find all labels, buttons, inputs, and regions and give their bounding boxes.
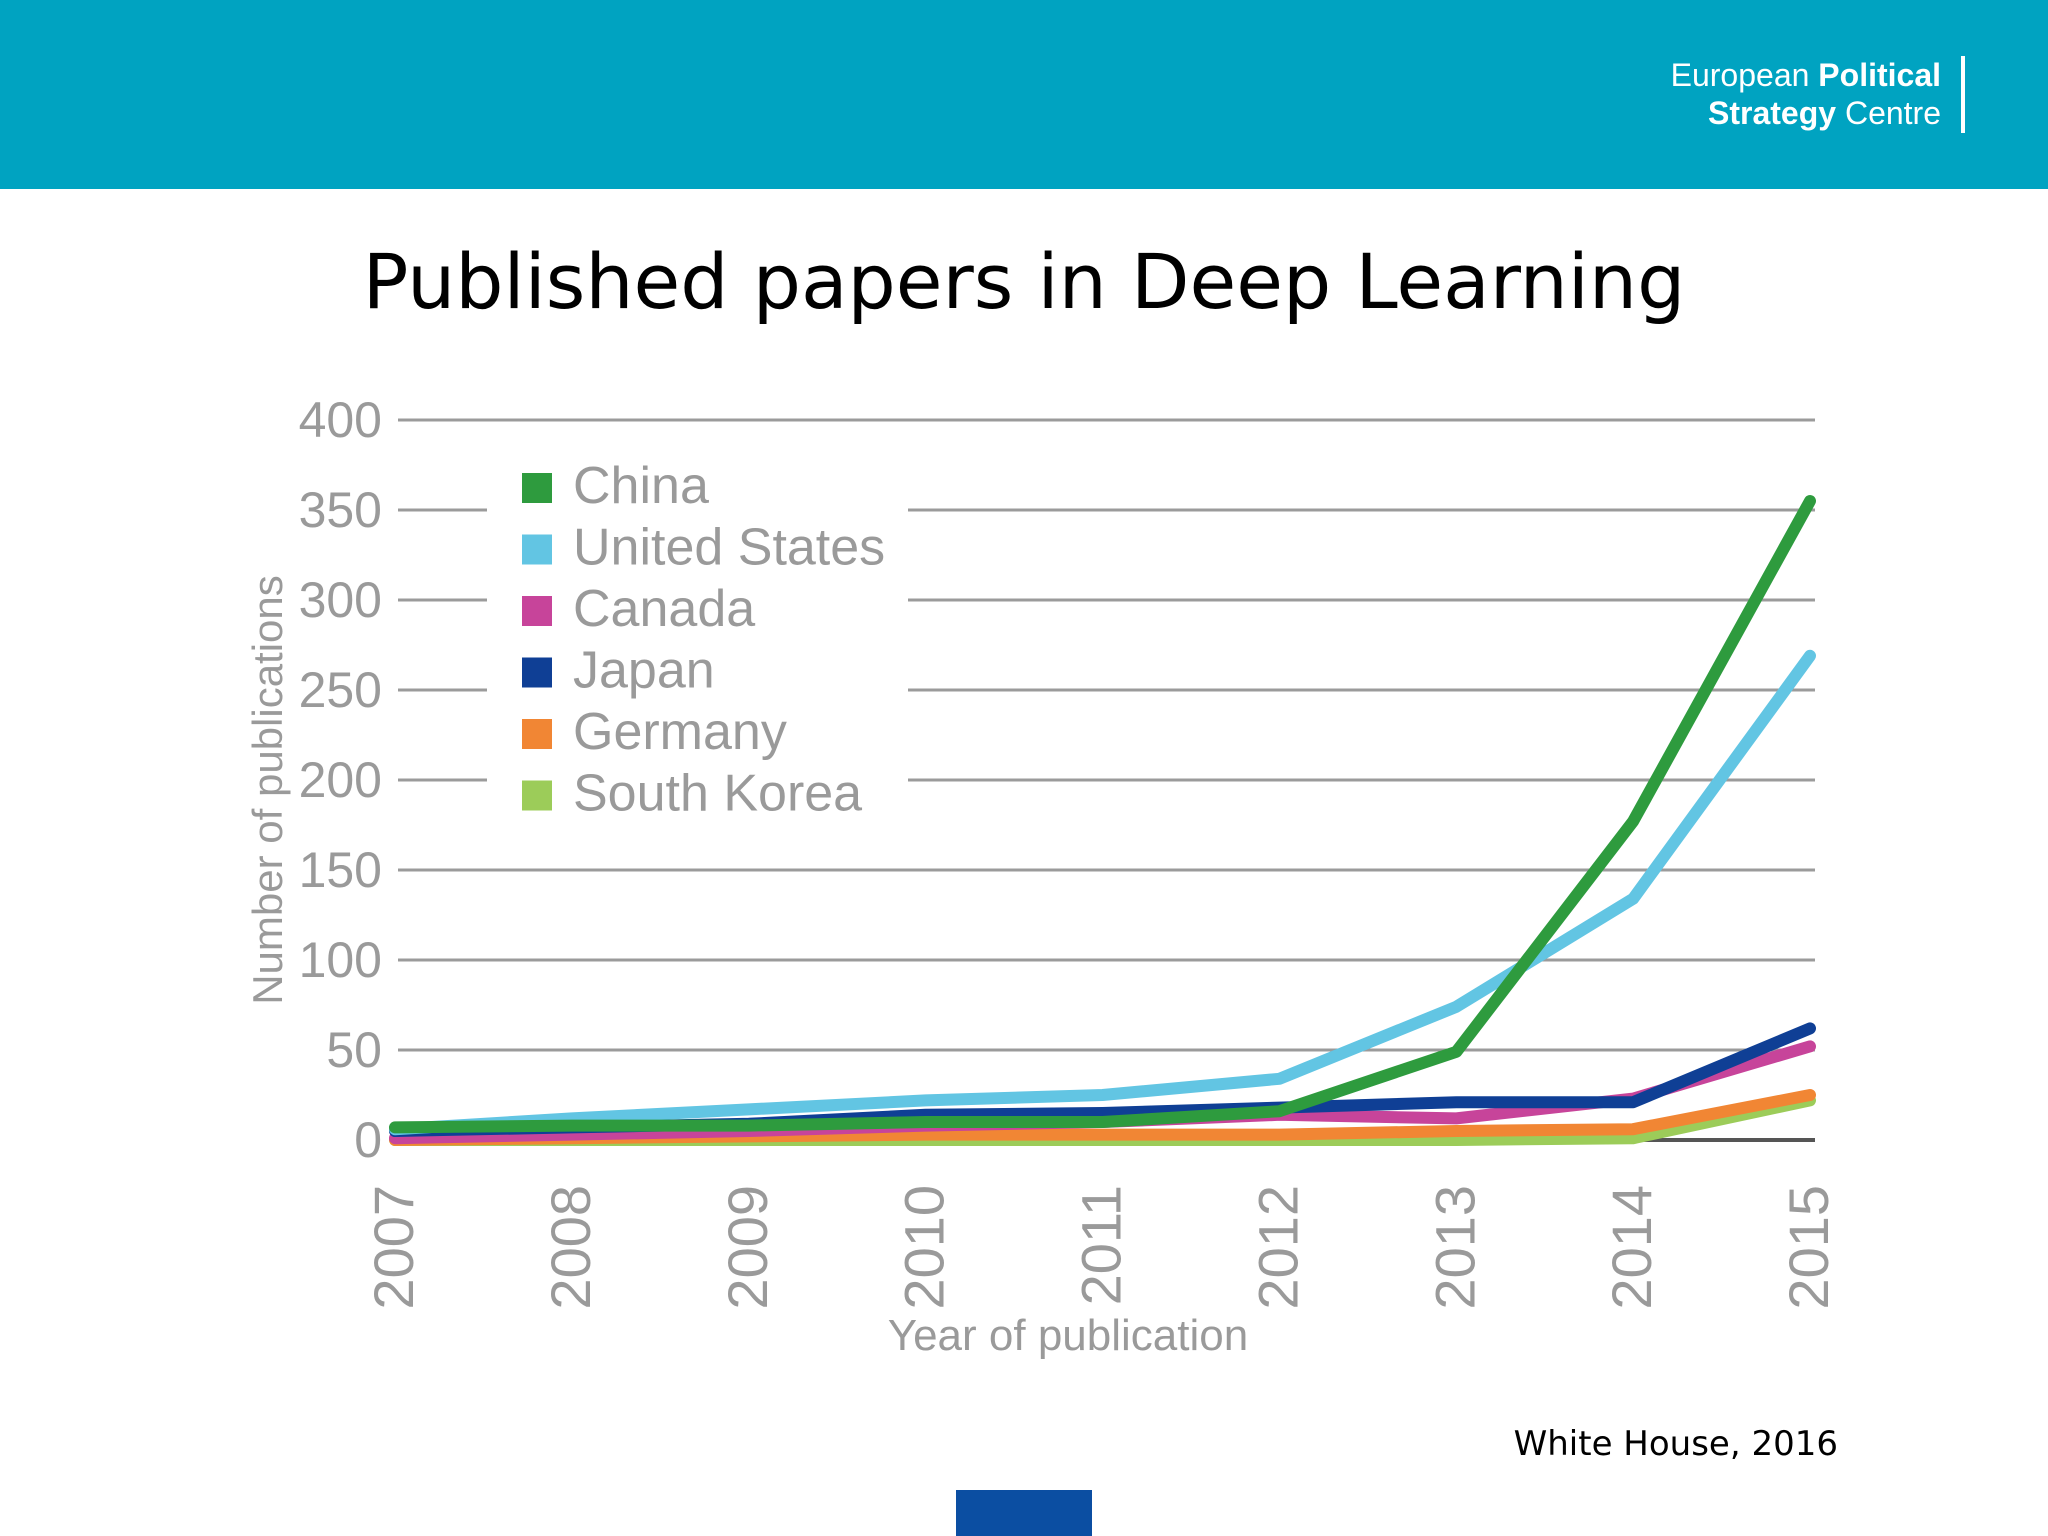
legend-swatch-canada [522,596,552,626]
x-tick-2015: 2015 [1777,1185,1840,1310]
y-tick-350: 350 [299,482,382,538]
legend-label-germany: Germany [573,703,787,761]
legend-label-china: China [573,457,709,515]
y-tick-100: 100 [299,932,382,988]
y-tick-0: 0 [354,1112,382,1168]
x-tick-2009: 2009 [716,1185,779,1310]
legend-label-canada: Canada [573,580,755,638]
brand-logo: European Political Strategy Centre [1671,56,1965,133]
y-tick-250: 250 [299,662,382,718]
eu-flag-block [956,1490,1092,1536]
brand-word-strategy: Strategy [1708,95,1837,131]
legend-label-united-states: United States [573,519,885,577]
brand-line-2: Strategy Centre [1671,94,1941,132]
x-tick-2011: 2011 [1070,1185,1133,1305]
source-credit: White House, 2016 [1513,1424,1838,1464]
series-lines [389,495,1816,1146]
grid-lines [398,418,1815,1142]
x-tick-2012: 2012 [1246,1185,1309,1310]
x-tick-labels: 2007 2008 2009 2010 2011 2012 2013 2014 2015 [362,1185,1840,1310]
chart-title: Published papers in Deep Learning [362,237,1686,326]
legend-swatch-south-korea [522,780,552,811]
legend-swatch-japan [522,657,552,688]
legend-label-south-korea: South Korea [573,765,862,823]
brand-line-1: European Political [1671,56,1941,94]
legend-swatch-germany [522,719,552,749]
brand-word-centre: Centre [1844,95,1941,131]
x-tick-2013: 2013 [1423,1185,1486,1310]
y-axis-label: Number of publications [244,575,291,1005]
x-tick-2007: 2007 [362,1185,425,1310]
y-tick-400: 400 [299,392,382,448]
x-tick-2010: 2010 [893,1185,956,1310]
y-tick-50: 50 [326,1022,382,1078]
series-line-united-states [389,649,1816,1136]
series-line-china [389,495,1816,1134]
x-axis-label: Year of publication [888,1311,1248,1360]
x-tick-2014: 2014 [1600,1185,1663,1310]
header-bar: European Political Strategy Centre [0,0,2048,189]
brand-word-political: Political [1818,57,1941,93]
legend-label-japan: Japan [573,642,715,700]
x-tick-2008: 2008 [539,1185,602,1310]
y-tick-150: 150 [299,842,382,898]
y-tick-200: 200 [299,752,382,808]
legend-swatch-united-states [522,534,552,565]
y-tick-300: 300 [299,572,382,628]
y-tick-labels: 0 50 100 150 200 250 300 350 400 [299,392,382,1168]
brand-word-european: European [1670,57,1810,93]
legend-swatch-china [522,473,552,503]
